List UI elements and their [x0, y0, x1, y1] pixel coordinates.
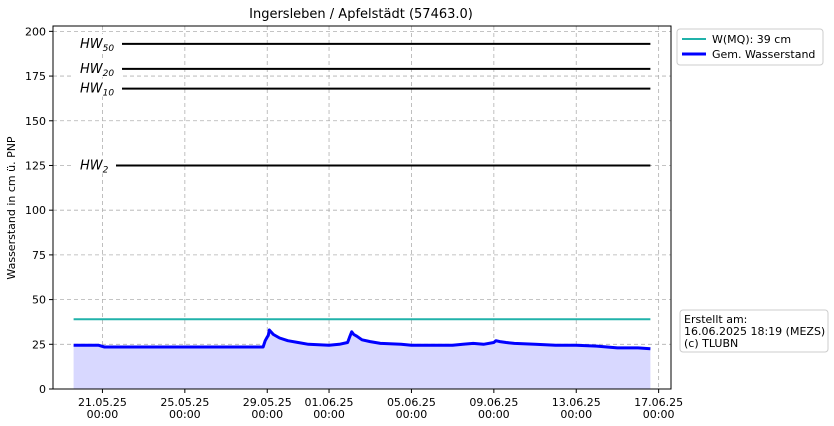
- x-tick-time: 00:00: [643, 408, 675, 421]
- plot-frame: [52, 25, 672, 390]
- x-tick-date: 29.05.25: [243, 396, 292, 409]
- x-tick-time: 00:00: [396, 408, 428, 421]
- legend-box: [676, 28, 824, 66]
- x-tick-time: 00:00: [478, 408, 510, 421]
- x-tick-date: 25.05.25: [160, 396, 209, 409]
- plot-area: HW50HW20HW10HW2025507510012515017520021.…: [25, 25, 683, 421]
- y-tick-label: 200: [25, 25, 46, 38]
- y-tick-label: 50: [32, 294, 46, 307]
- info-created-label: Erstellt am:: [684, 313, 747, 326]
- y-tick-label: 25: [32, 338, 46, 351]
- x-tick-date: 05.06.25: [387, 396, 436, 409]
- x-tick-time: 00:00: [169, 408, 201, 421]
- legend: W(MQ): 39 cm Gem. Wasserstand: [676, 28, 824, 66]
- x-tick-time: 00:00: [87, 408, 119, 421]
- x-tick-date: 17.06.25: [634, 396, 683, 409]
- x-tick-date: 09.06.25: [469, 396, 518, 409]
- y-tick-label: 0: [39, 383, 46, 396]
- x-tick-date: 21.05.25: [78, 396, 127, 409]
- y-tick-label: 150: [25, 115, 46, 128]
- chart-title: Ingersleben / Apfelstädt (57463.0): [249, 7, 473, 22]
- x-tick-time: 00:00: [313, 408, 345, 421]
- x-tick-time: 00:00: [251, 408, 283, 421]
- info-frame: [679, 309, 829, 353]
- x-tick-date: 01.06.25: [305, 396, 354, 409]
- info-timestamp: 16.06.2025 18:19 (MEZS): [684, 325, 825, 338]
- y-axis-label: Wasserstand in cm ü. PNP: [5, 136, 18, 280]
- threshold-label-hw50: HW50: [80, 37, 114, 54]
- y-tick-label: 175: [25, 70, 46, 83]
- threshold-label-hw20: HW20: [80, 62, 114, 79]
- y-tick-label: 75: [32, 249, 46, 262]
- threshold-label-bg: [74, 78, 120, 97]
- threshold-label-bg: [74, 58, 120, 77]
- x-tick-time: 00:00: [560, 408, 592, 421]
- info-box: Erstellt am:16.06.2025 18:19 (MEZS)(c) T…: [679, 309, 829, 353]
- threshold-label-hw10: HW10: [80, 82, 114, 99]
- threshold-label-bg: [74, 33, 120, 52]
- legend-entry-label: Gem. Wasserstand: [712, 48, 815, 61]
- y-tick-label: 100: [25, 204, 46, 217]
- y-tick-label: 125: [25, 159, 46, 172]
- threshold-label-hw2: HW2: [80, 158, 109, 175]
- threshold-label-bg: [74, 155, 114, 174]
- info-copyright: (c) TLUBN: [684, 337, 738, 350]
- water-level-line: [73, 328, 651, 351]
- water-level-fill: [73, 330, 651, 389]
- x-tick-date: 13.06.25: [552, 396, 601, 409]
- legend-entry-label: W(MQ): 39 cm: [712, 33, 791, 46]
